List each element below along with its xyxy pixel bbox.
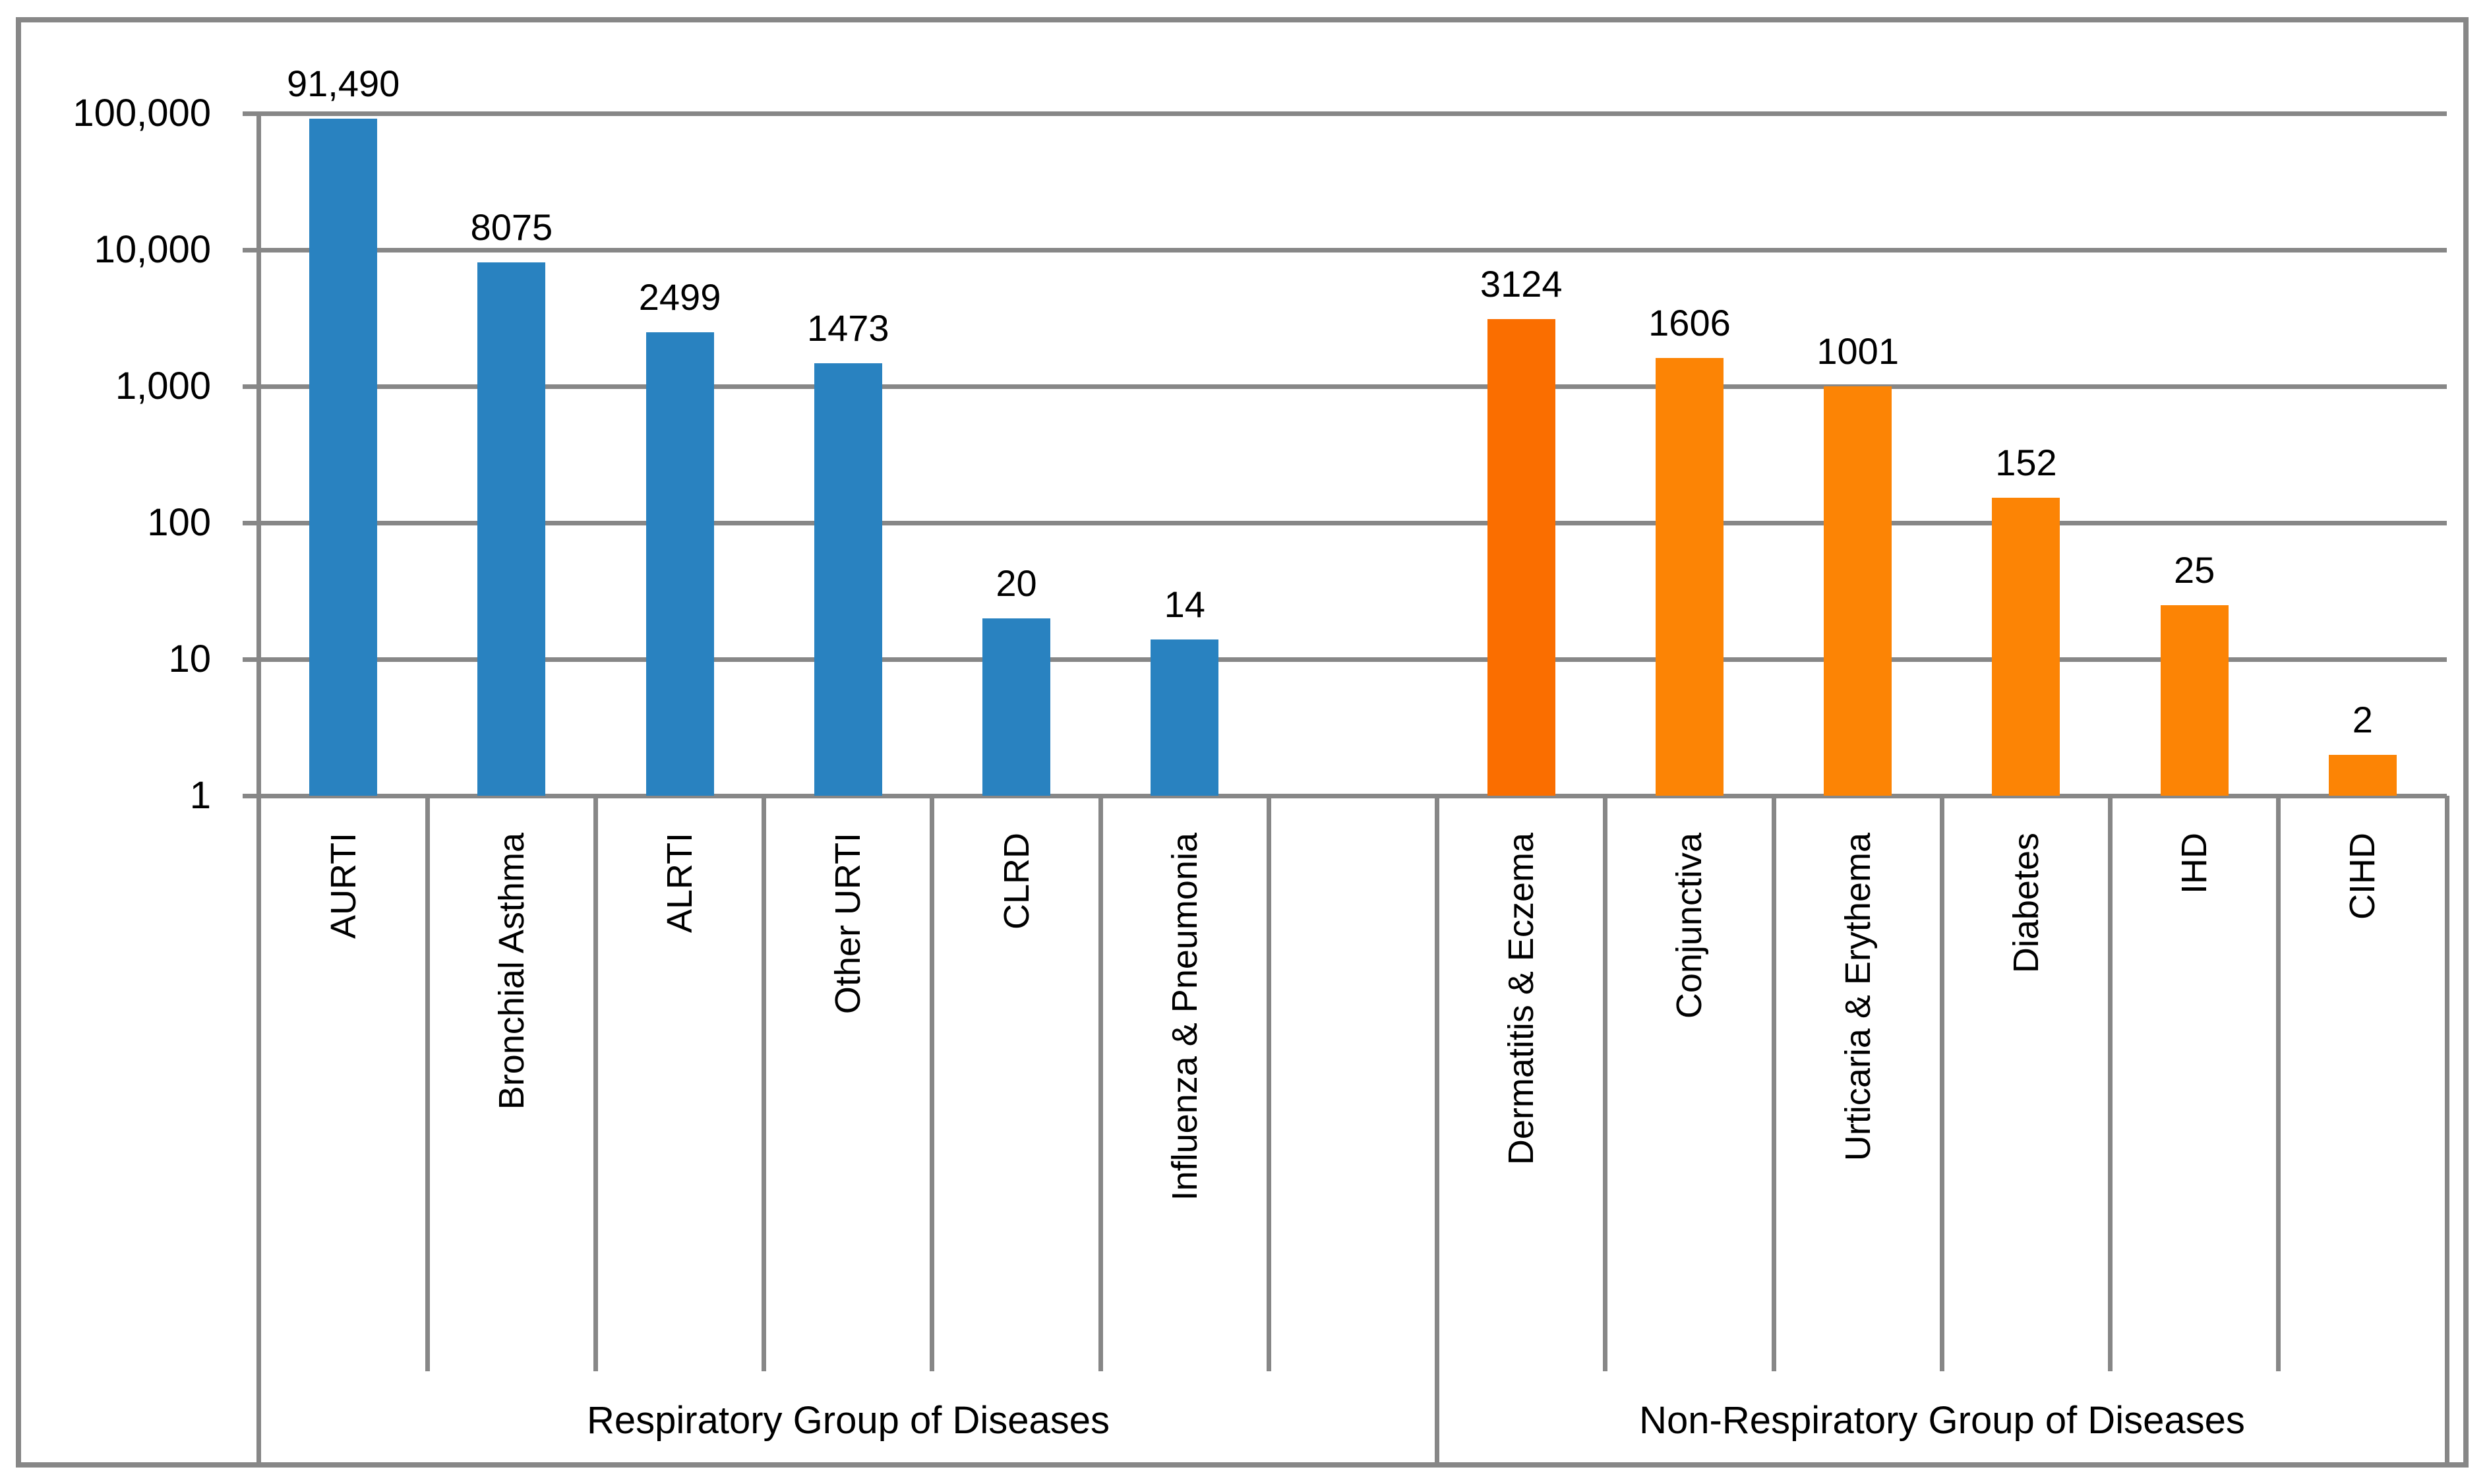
category-divider [762, 796, 767, 1371]
bar-aurti [309, 118, 378, 796]
bar-diabetes [1992, 498, 2060, 796]
bar-bronchial-asthma [477, 262, 546, 796]
y-tick-label: 100,000 [73, 92, 211, 134]
bar-ihd [2160, 605, 2229, 796]
gridline-1-000 [243, 384, 2447, 389]
bar-value-label-influenza-and-pneumonia: 14 [1164, 583, 1205, 625]
category-label-diabetes: Diabetes [2006, 833, 2046, 974]
category-divider [2108, 796, 2113, 1371]
bar-value-label-conjunctiva: 1606 [1648, 302, 1731, 344]
y-axis-line [256, 113, 261, 1465]
bar-value-label-alrti: 2499 [638, 276, 721, 318]
bar-alrti [645, 332, 714, 796]
category-label-bronchial-asthma: Bronchial Asthma [491, 833, 531, 1110]
bar-value-label-urticaria-and-erythema: 1001 [1816, 330, 1899, 372]
bar-value-label-clrd: 20 [996, 562, 1037, 604]
y-tick-label: 1,000 [115, 365, 211, 407]
category-divider [1939, 796, 1944, 1371]
category-divider [1098, 796, 1103, 1371]
category-cell-diabetes: Diabetes [1942, 801, 2110, 1371]
gridline-1 [243, 794, 2447, 798]
category-divider [1771, 796, 1776, 1371]
category-label-dermatitis-and-eczema: Dermatitis & Eczema [1501, 833, 1542, 1166]
bar-value-label-bronchial-asthma: 8075 [470, 206, 553, 249]
bar-value-label-other-urti: 1473 [807, 307, 889, 349]
category-cell-bronchial-asthma: Bronchial Asthma [427, 801, 595, 1371]
bar-value-label-dermatitis-and-eczema: 3124 [1480, 262, 1563, 305]
category-cell-ihd: IHD [2111, 801, 2279, 1371]
group-label-non-respiratory: Non-Respiratory Group of Diseases [1639, 1399, 2245, 1442]
category-label-influenza-and-pneumonia: Influenza & Pneumonia [1164, 833, 1205, 1201]
category-cell-clrd: CLRD [932, 801, 1100, 1371]
bar-clrd [982, 618, 1051, 796]
y-tick-label: 10,000 [94, 228, 211, 271]
bar-cihd [2328, 754, 2397, 796]
category-divider [593, 796, 598, 1371]
category-label-conjunctiva: Conjunctiva [1669, 833, 1710, 1019]
category-label-other-urti: Other URTI [828, 833, 868, 1015]
bar-urticaria-and-erythema [1824, 386, 1892, 796]
bar-value-label-diabetes: 152 [1995, 442, 2057, 484]
category-divider [425, 796, 430, 1371]
group-label-respiratory: Respiratory Group of Diseases [587, 1399, 1110, 1442]
y-tick-label: 100 [147, 501, 211, 544]
category-divider [1266, 796, 1271, 1371]
category-cell-dermatitis-and-eczema: Dermatitis & Eczema [1437, 801, 1605, 1371]
bar-influenza-and-pneumonia [1151, 639, 1219, 796]
bar-other-urti [814, 363, 882, 796]
y-tick-label: 10 [168, 638, 211, 680]
category-label-alrti: ALRTI [660, 833, 700, 934]
bar-conjunctiva [1655, 358, 1724, 796]
gridline-10 [243, 657, 2447, 662]
y-tick-label: 1 [189, 774, 211, 817]
category-cell-conjunctiva: Conjunctiva [1605, 801, 1774, 1371]
category-cell-other-urti: Other URTI [764, 801, 932, 1371]
category-label-ihd: IHD [2174, 833, 2215, 894]
category-cell-alrti: ALRTI [595, 801, 764, 1371]
category-label-clrd: CLRD [996, 833, 1036, 930]
bar-dermatitis-and-eczema [1487, 318, 1555, 796]
category-label-aurti: AURTI [323, 833, 363, 939]
category-cell-aurti: AURTI [259, 801, 427, 1371]
bar-value-label-aurti: 91,490 [286, 62, 400, 104]
bar-value-label-cihd: 2 [2352, 698, 2373, 740]
bar-value-label-ihd: 25 [2173, 549, 2215, 591]
category-label-urticaria-and-erythema: Urticaria & Erythema [1838, 833, 1878, 1162]
group-divider [1435, 796, 1440, 1465]
category-cell-urticaria-and-erythema: Urticaria & Erythema [1774, 801, 1942, 1371]
category-divider [2444, 796, 2449, 1465]
category-cell-cihd: CIHD [2279, 801, 2447, 1371]
gridline-10-000 [243, 248, 2447, 252]
category-divider [1603, 796, 1608, 1371]
category-cell-influenza-and-pneumonia: Influenza & Pneumonia [1100, 801, 1269, 1371]
category-label-cihd: CIHD [2343, 833, 2383, 920]
category-divider [2276, 796, 2281, 1371]
category-divider [930, 796, 935, 1371]
gridline-100-000 [243, 111, 2447, 116]
gridline-100 [243, 521, 2447, 525]
chart-border [16, 17, 2469, 1468]
